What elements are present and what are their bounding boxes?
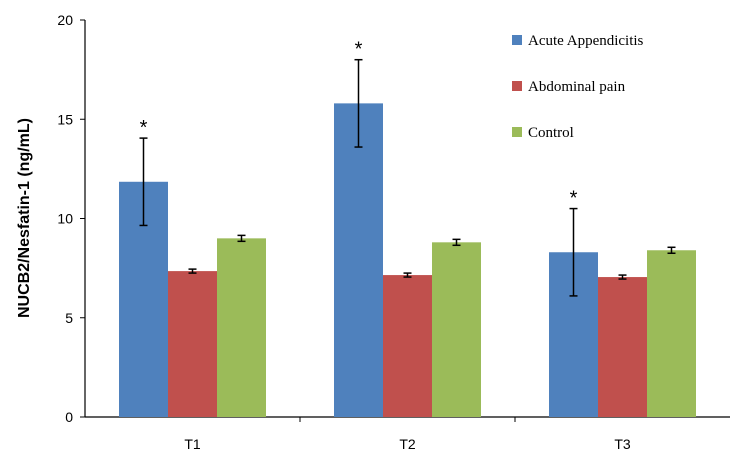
bar <box>334 103 383 418</box>
significance-mark: * <box>355 39 363 61</box>
legend-swatch <box>512 81 522 91</box>
y-tick-label: 10 <box>57 211 73 227</box>
significance-mark: * <box>570 188 578 210</box>
x-tick-label: T2 <box>399 436 416 452</box>
y-tick-label: 20 <box>57 12 73 28</box>
legend-label: Acute Appendicitis <box>528 33 644 49</box>
bar <box>647 250 696 417</box>
y-axis-title: NUCB2/Nesfatin-1 (ng/mL) <box>16 118 33 318</box>
significance-marks: * * * <box>140 39 578 210</box>
bar <box>432 242 481 417</box>
bar <box>598 277 647 417</box>
legend-swatch <box>512 127 522 137</box>
x-tick-label: T1 <box>184 436 201 452</box>
legend-label: Abdominal pain <box>528 79 626 95</box>
significance-mark: * <box>140 117 148 139</box>
y-tick-label: 15 <box>57 111 73 127</box>
legend-label: Control <box>528 125 574 141</box>
legend-swatch <box>512 35 522 45</box>
bar <box>217 238 266 417</box>
y-tick-label: 0 <box>65 409 73 425</box>
x-tick-label: T3 <box>614 436 631 452</box>
bar <box>383 275 432 417</box>
y-tick-label: 5 <box>65 310 73 326</box>
error-bars <box>139 58 676 297</box>
legend: Acute Appendicitis Abdominal pain Control <box>512 33 644 141</box>
bars <box>119 103 696 418</box>
bar <box>168 271 217 417</box>
